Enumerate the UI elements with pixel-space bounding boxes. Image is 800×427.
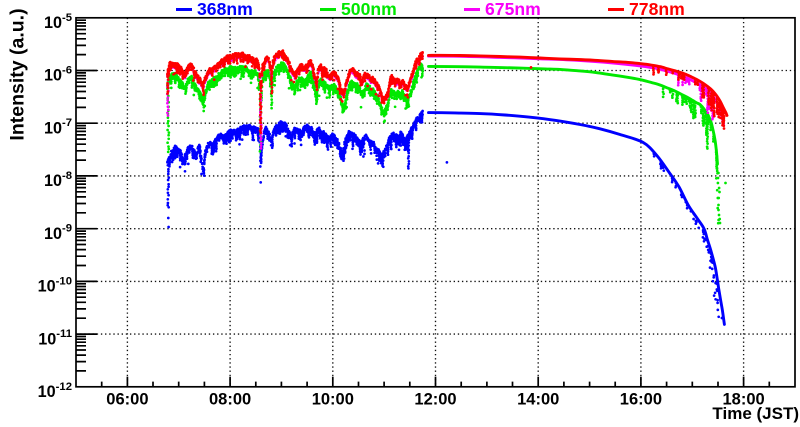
svg-text:675nm: 675nm xyxy=(485,0,541,19)
svg-text:06:00: 06:00 xyxy=(106,391,148,409)
svg-text:Time (JST): Time (JST) xyxy=(712,404,799,423)
svg-text:778nm: 778nm xyxy=(629,0,685,19)
svg-text:Intensity (a.u.): Intensity (a.u.) xyxy=(7,8,29,140)
svg-text:16:00: 16:00 xyxy=(620,391,662,409)
svg-text:12:00: 12:00 xyxy=(414,391,456,409)
svg-text:500nm: 500nm xyxy=(341,0,397,19)
svg-text:368nm: 368nm xyxy=(197,0,253,19)
svg-text:14:00: 14:00 xyxy=(517,391,559,409)
svg-text:18:00: 18:00 xyxy=(722,391,764,409)
svg-text:10:00: 10:00 xyxy=(312,391,354,409)
svg-text:08:00: 08:00 xyxy=(209,391,251,409)
